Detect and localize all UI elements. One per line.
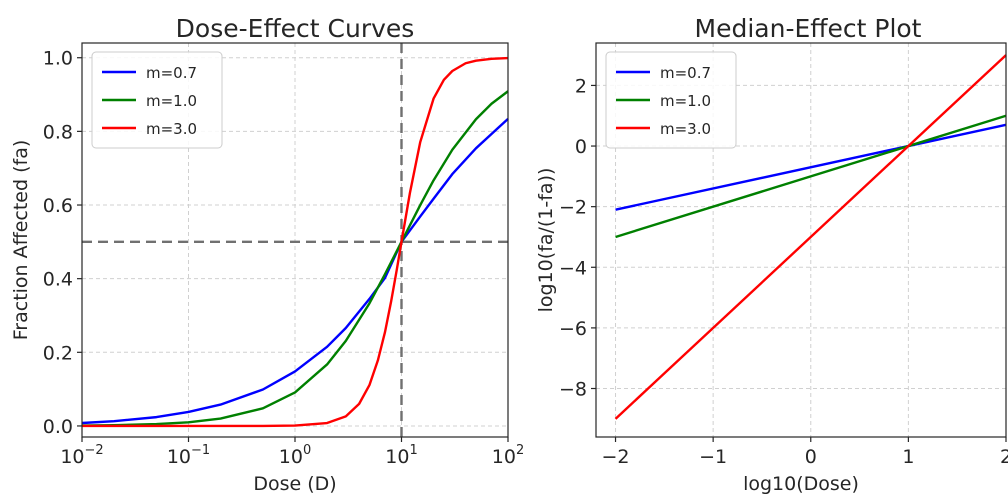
legend-label: m=3.0 xyxy=(146,120,197,138)
x-tick-label: 101 xyxy=(385,443,417,468)
x-tick-label: 10−2 xyxy=(60,443,103,468)
y-tick-label: −6 xyxy=(559,318,587,340)
legend-box xyxy=(91,51,223,149)
x-tick-base: 10 xyxy=(385,446,409,468)
y-tick-label: −2 xyxy=(559,197,587,219)
series-line-m30 xyxy=(82,56,509,428)
series-line-m30 xyxy=(614,54,1007,420)
y-tick-label: −8 xyxy=(559,379,587,401)
x-tick-base: 10 xyxy=(492,446,516,468)
x-tick-exponent: 2 xyxy=(516,443,524,458)
median-effect-chart: −2 −1 0 1 2 2 0 −2 −4 −6 −8 Median-Effect Plot log10… xyxy=(535,14,1008,495)
x-tick-base: 10 xyxy=(60,446,84,468)
x-tick-label: 2 xyxy=(1000,446,1008,468)
y-axis-label: log10(fa/(1-fa)) xyxy=(535,168,557,313)
x-tick-label: 100 xyxy=(279,443,311,468)
legend-label: m=1.0 xyxy=(660,92,711,110)
y-axis-label: Fraction Affected (fa) xyxy=(10,140,32,341)
series-line-m10 xyxy=(81,90,509,427)
series-line-m07 xyxy=(615,123,1007,211)
legend-label: m=1.0 xyxy=(146,92,197,110)
x-tick-base: 10 xyxy=(279,446,303,468)
series-line-m07 xyxy=(81,117,509,425)
x-tick-exponent: 0 xyxy=(303,443,311,458)
y-tick-label: 0.6 xyxy=(43,195,73,217)
legend-box xyxy=(605,51,737,149)
y-tick-label: 0 xyxy=(575,136,587,158)
y-tick-label: 0.8 xyxy=(43,121,73,143)
x-axis-label: Dose (D) xyxy=(253,473,336,495)
y-tick-label: 2 xyxy=(575,75,587,97)
legend-label: m=3.0 xyxy=(660,120,711,138)
x-tick-exponent: −2 xyxy=(85,443,104,458)
x-tick-label: 102 xyxy=(492,443,524,468)
x-tick-exponent: 1 xyxy=(409,443,417,458)
legend-label: m=0.7 xyxy=(660,64,711,82)
y-tick-label: 0.2 xyxy=(43,342,73,364)
legend-label: m=0.7 xyxy=(146,64,197,82)
y-tick-label: 0.4 xyxy=(43,269,73,291)
y-tick-label: 0.0 xyxy=(43,416,73,438)
x-tick-exponent: −1 xyxy=(191,443,210,458)
y-tick-label: −4 xyxy=(559,257,587,279)
x-tick-label: 10−1 xyxy=(167,443,210,468)
series-line-m10 xyxy=(615,114,1007,239)
x-tick-base: 10 xyxy=(167,446,191,468)
x-axis-label: log10(Dose) xyxy=(743,473,859,495)
plot-frame xyxy=(595,42,1007,438)
chart-title: Median-Effect Plot xyxy=(695,14,922,43)
dose-effect-chart: 10−2 10−1 100 101 1020.00.20.40.60.81.0Dose-… xyxy=(10,14,524,495)
chart-title: Dose-Effect Curves xyxy=(176,14,415,43)
y-tick-label: 1.0 xyxy=(43,48,73,70)
x-tick-label: −2 xyxy=(602,446,630,468)
x-tick-label: 0 xyxy=(805,446,817,468)
x-tick-label: −1 xyxy=(699,446,727,468)
x-tick-label: 1 xyxy=(902,446,914,468)
